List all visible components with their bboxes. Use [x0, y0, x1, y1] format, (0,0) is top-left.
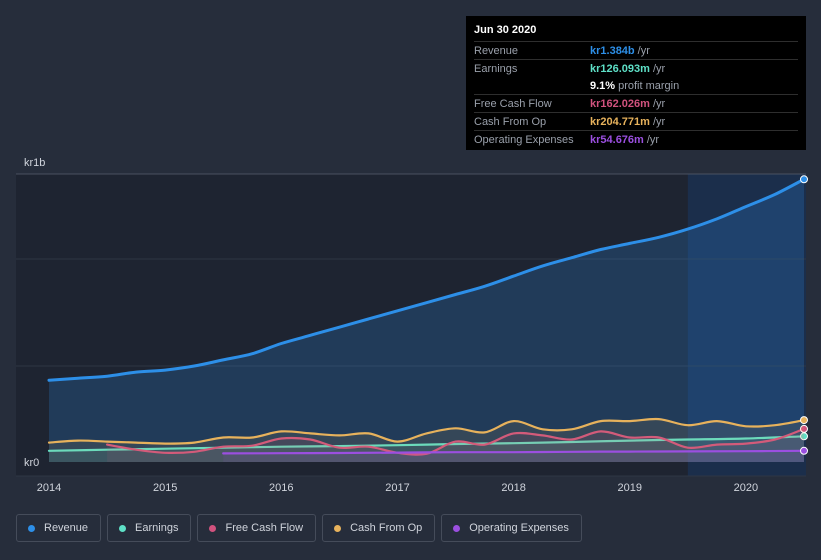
legend-dot-icon	[334, 524, 342, 532]
x-axis-ticks: 2014 2015 2016 2017 2018 2019 2020	[37, 482, 758, 494]
tooltip-unit: /yr	[646, 133, 660, 146]
legend-label: Cash From Op	[350, 522, 423, 534]
tooltip-unit: /yr	[652, 62, 666, 75]
y-axis-top-label: kr1b	[24, 157, 45, 169]
legend-item-cash-from-op[interactable]: Cash From Op	[322, 514, 436, 542]
x-tick-label: 2014	[37, 482, 61, 494]
legend-label: Earnings	[135, 522, 179, 534]
tooltip-value-revenue: kr1.384b	[590, 44, 635, 57]
series-endpoint-operating-expenses	[800, 446, 808, 455]
plot-background	[16, 174, 806, 476]
legend-item-free-cash-flow[interactable]: Free Cash Flow	[197, 514, 317, 542]
gridlines	[16, 173, 806, 477]
series-line-cash-from-op	[47, 417, 806, 445]
x-tick-label: 2020	[734, 482, 758, 494]
series-endpoint-cash-from-op	[800, 416, 808, 425]
tooltip-unit: /yr	[637, 44, 650, 57]
tooltip: Jun 30 2020 Revenue kr1.384b /yr Earning…	[466, 16, 806, 150]
tooltip-row-profit-margin: 9.1% profit margin	[474, 77, 798, 94]
series-area-revenue	[49, 179, 804, 463]
tooltip-label: Operating Expenses	[474, 133, 574, 146]
x-tick-label: 2015	[153, 482, 177, 494]
tooltip-value-free-cash-flow: kr162.026m	[590, 97, 650, 110]
tooltip-row-free-cash-flow: Free Cash Flow kr162.026m /yr	[474, 94, 798, 112]
x-tick-label: 2017	[385, 482, 409, 494]
tooltip-label: Cash From Op	[474, 115, 547, 128]
x-tick-label: 2018	[501, 482, 525, 494]
tooltip-date: Jun 30 2020	[474, 24, 537, 36]
legend-item-earnings[interactable]: Earnings	[107, 514, 192, 542]
series-line-free-cash-flow	[106, 427, 806, 456]
legend-dot-icon	[453, 524, 461, 532]
tooltip-row-operating-expenses: Operating Expenses kr54.676m /yr	[474, 130, 798, 148]
legend-dot-icon	[28, 524, 35, 532]
legend-item-operating-expenses[interactable]: Operating Expenses	[441, 514, 582, 542]
series-endpoint-revenue	[800, 175, 808, 184]
tooltip-value-earnings: kr126.093m	[590, 62, 650, 75]
tooltip-row-revenue: Revenue kr1.384b /yr	[474, 41, 798, 59]
tooltip-row-cash-from-op: Cash From Op kr204.771m /yr	[474, 112, 798, 130]
series-layer	[47, 175, 808, 463]
tooltip-row-earnings: Earnings kr126.093m /yr	[474, 59, 798, 77]
legend-label: Revenue	[44, 522, 89, 534]
tooltip-label: Earnings	[474, 62, 518, 75]
series-endpoint-free-cash-flow	[800, 424, 808, 433]
legend-dot-icon	[119, 524, 127, 532]
tooltip-label: Free Cash Flow	[474, 97, 552, 110]
x-tick-label: 2016	[269, 482, 293, 494]
tooltip-value-cash-from-op: kr204.771m	[590, 115, 650, 128]
y-axis-bottom-label: kr0	[24, 457, 39, 469]
legend-label: Free Cash Flow	[225, 522, 304, 534]
tooltip-value-operating-expenses: kr54.676m	[590, 133, 644, 146]
legend-label: Operating Expenses	[469, 522, 569, 534]
tooltip-profit-margin-text: profit margin	[618, 79, 680, 92]
series-line-earnings	[47, 435, 806, 452]
series-line-operating-expenses	[222, 449, 806, 455]
legend-item-revenue[interactable]: Revenue	[16, 514, 102, 542]
x-tick-label: 2019	[618, 482, 642, 494]
legend: Revenue Earnings Free Cash Flow Cash Fro…	[16, 514, 582, 542]
series-area-earnings	[49, 436, 804, 462]
tooltip-unit: /yr	[652, 115, 666, 128]
tooltip-profit-margin-value: 9.1%	[590, 79, 616, 92]
legend-dot-icon	[209, 524, 217, 532]
tooltip-label: Revenue	[474, 44, 519, 57]
tooltip-unit: /yr	[652, 97, 666, 110]
series-line-revenue	[47, 177, 806, 382]
